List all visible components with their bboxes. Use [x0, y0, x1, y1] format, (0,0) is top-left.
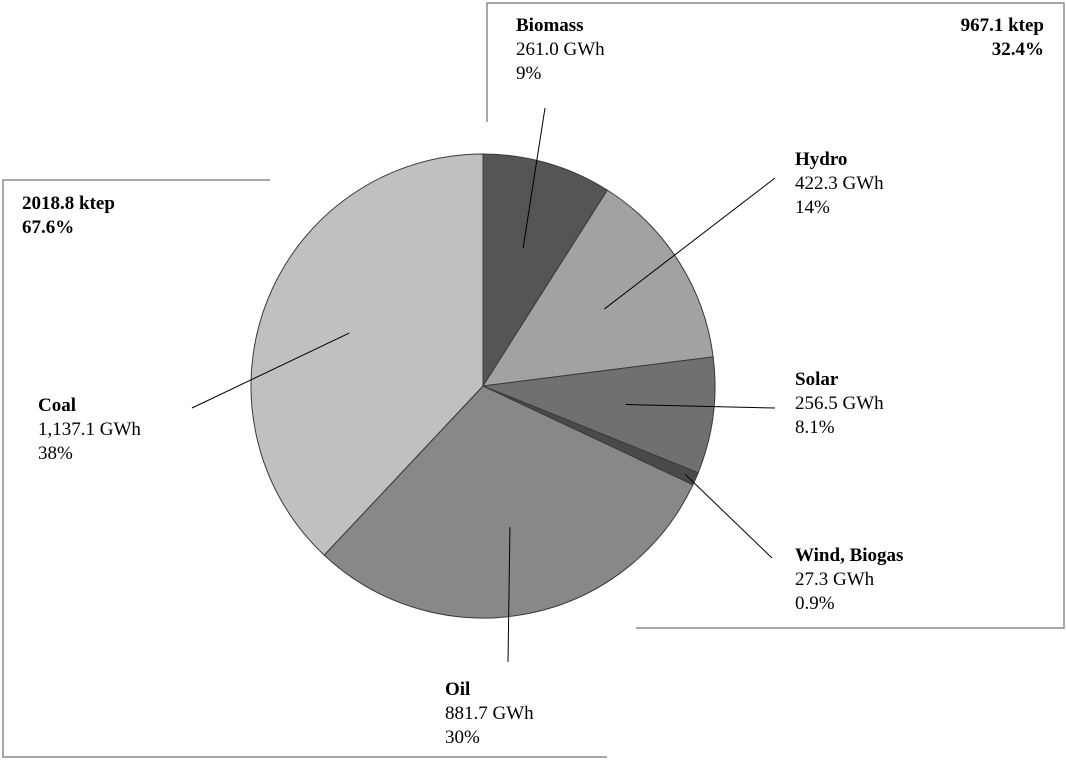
renewables-total-share: 32.4% [991, 39, 1044, 60]
slice-name: Oil [445, 679, 471, 700]
pie-slice-biomass [482, 153, 609, 388]
leader-lines [191, 107, 776, 663]
slice-name: Wind, Biogas [795, 545, 904, 566]
leader-line-biomass [522, 107, 546, 248]
slice-energy: 27.3 GWh [795, 569, 875, 590]
slice-energy: 261.0 GWh [516, 39, 605, 60]
slice-share: 30% [445, 727, 480, 748]
slice-label-wind-biogas: Wind, Biogas 27.3 GWh 0.9% [795, 544, 903, 616]
pie-slice-hydro [482, 189, 714, 387]
slice-name: Coal [38, 395, 76, 416]
fossil-total-share: 67.6% [22, 217, 75, 238]
slice-name: Hydro [795, 149, 848, 170]
slice-label-biomass: Biomass 261.0 GWh 9% [516, 14, 605, 86]
slice-label-hydro: Hydro 422.3 GWh 14% [795, 148, 884, 220]
slice-share: 38% [38, 443, 73, 464]
slice-energy: 881.7 GWh [445, 703, 534, 724]
fossil-total-ktep: 2018.8 ktep [22, 193, 115, 214]
pie-slice-solar [481, 356, 716, 474]
slice-name: Biomass [516, 15, 584, 36]
pie-slice-coal [250, 153, 484, 556]
slice-energy: 422.3 GWh [795, 173, 884, 194]
fossil-group-total: 2018.8 ktep 67.6% [22, 192, 115, 240]
slice-name: Solar [795, 369, 839, 390]
slice-share: 9% [516, 63, 542, 84]
slice-share: 8.1% [795, 417, 835, 438]
slice-energy: 1,137.1 GWh [38, 419, 141, 440]
renewables-total-ktep: 967.1 ktep [960, 15, 1044, 36]
fossil-group-frame [2, 179, 607, 758]
slice-share: 14% [795, 197, 830, 218]
slice-label-solar: Solar 256.5 GWh 8.1% [795, 368, 884, 440]
leader-line-solar [625, 403, 776, 409]
slice-energy: 256.5 GWh [795, 393, 884, 414]
slice-share: 0.9% [795, 593, 835, 614]
slice-label-coal: Coal 1,137.1 GWh 38% [38, 394, 141, 466]
pie-slice-oil [323, 385, 694, 619]
leader-line-wind-biogas [684, 473, 773, 559]
slice-label-oil: Oil 881.7 GWh 30% [445, 678, 534, 750]
renewables-group-frame [486, 2, 1065, 629]
renewables-group-total: 967.1 ktep 32.4% [961, 14, 1044, 62]
leader-line-coal [191, 332, 350, 409]
leader-line-oil [507, 527, 511, 663]
leader-line-hydro [604, 177, 776, 310]
pie-slices [250, 153, 716, 619]
